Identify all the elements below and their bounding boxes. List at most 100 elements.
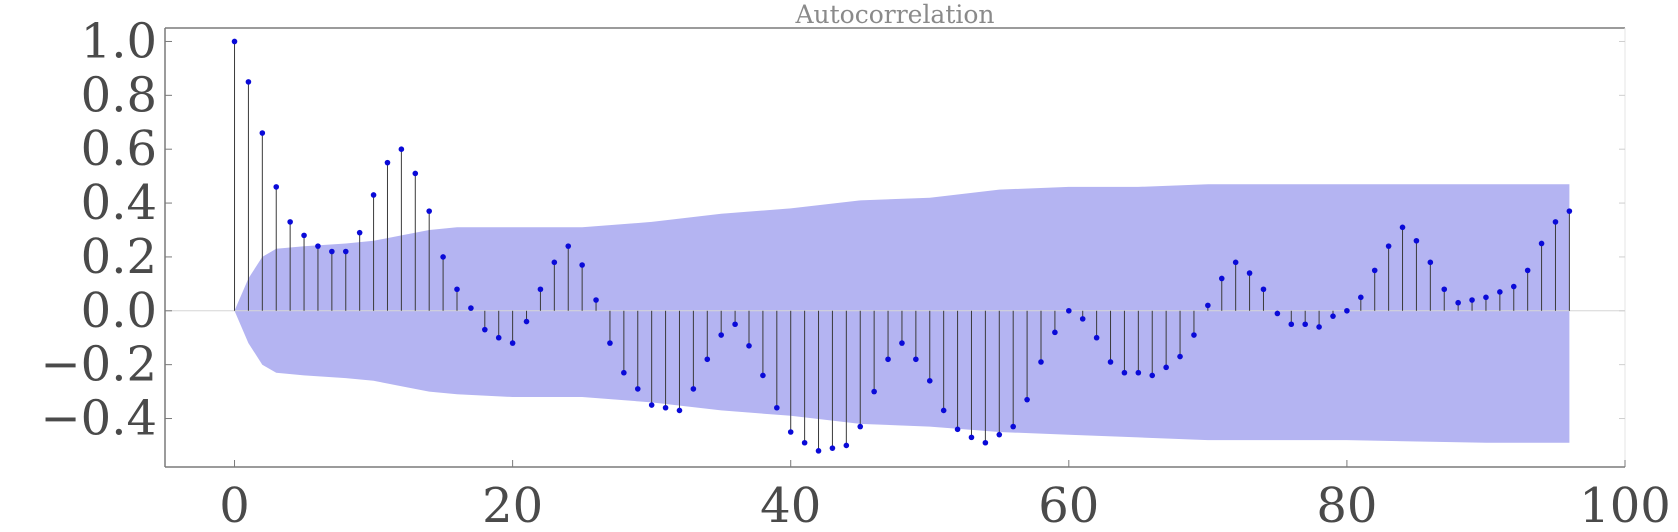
x-tick-label: 60 — [1038, 478, 1099, 532]
x-tick-label: 20 — [482, 478, 543, 532]
y-tick-label: 1.0 — [81, 13, 157, 69]
acf-point — [1510, 283, 1517, 290]
acf-point — [1121, 369, 1128, 376]
acf-point — [273, 184, 280, 190]
acf-point — [1302, 321, 1308, 328]
acf-point — [1413, 237, 1420, 244]
y-tick-label: 0.8 — [81, 67, 157, 123]
x-axis-ticks: 0 20 40 60 80 100 — [219, 460, 1671, 532]
acf-point — [1246, 270, 1253, 276]
marker-layer — [231, 38, 1573, 454]
acf-point — [913, 356, 919, 363]
acf-point — [954, 426, 961, 433]
acf-point — [1399, 224, 1406, 231]
acf-point — [1538, 240, 1545, 247]
acf-point — [982, 439, 989, 446]
acf-point — [426, 208, 432, 214]
acf-point — [1038, 359, 1044, 365]
acf-point — [412, 170, 419, 177]
acf-point — [523, 318, 530, 325]
acf-point — [329, 248, 335, 255]
x-tick-label: 0 — [219, 478, 250, 532]
acf-point — [607, 340, 613, 346]
x-tick-label: 80 — [1316, 478, 1377, 532]
acf-point — [509, 340, 516, 346]
chart-title: Autocorrelation — [794, 0, 994, 29]
acf-point — [926, 378, 933, 384]
acf-point — [593, 297, 599, 303]
acf-point — [1455, 299, 1461, 306]
y-tick-label: 0.4 — [81, 175, 157, 231]
acf-point — [662, 404, 669, 411]
acf-point — [704, 356, 711, 363]
acf-point — [537, 286, 544, 293]
acf-point — [1483, 294, 1489, 301]
acf-point — [787, 429, 794, 435]
axes-frame — [164, 27, 1626, 468]
acf-point — [1135, 369, 1142, 376]
acf-point — [482, 326, 488, 333]
acf-point — [676, 407, 683, 414]
y-tick-label: 0.0 — [81, 283, 157, 339]
acf-point — [301, 232, 307, 239]
acf-point — [718, 332, 724, 338]
acf-point — [551, 259, 558, 266]
x-tick-label: 40 — [760, 478, 821, 532]
acf-point — [829, 445, 836, 451]
acf-point — [1177, 353, 1183, 360]
acf-point — [1218, 275, 1225, 282]
acf-point — [1274, 310, 1281, 317]
acf-point — [384, 159, 391, 166]
acf-point — [1385, 243, 1392, 249]
acf-point — [468, 305, 474, 311]
x-tick-label: 100 — [1579, 478, 1671, 532]
acf-point — [579, 262, 585, 268]
acf-point — [1441, 286, 1448, 293]
acf-point — [1093, 334, 1100, 341]
acf-point — [495, 334, 502, 341]
acf-point — [1566, 208, 1573, 214]
acf-point — [454, 286, 460, 293]
acf-point — [1024, 396, 1030, 403]
acf-point — [996, 431, 1003, 438]
acf-point — [1427, 259, 1434, 266]
acf-point — [885, 356, 891, 363]
acf-point — [1232, 259, 1239, 266]
acf-point — [231, 38, 238, 45]
acf-point — [774, 404, 780, 411]
acf-point — [1330, 313, 1336, 319]
acf-point — [1524, 267, 1531, 274]
acf-point — [1371, 267, 1378, 274]
acf-point — [634, 386, 641, 392]
acf-point — [1497, 289, 1503, 295]
acf-point — [356, 229, 363, 236]
acf-point — [1469, 297, 1475, 303]
acf-point — [968, 434, 975, 441]
acf-point — [440, 254, 446, 260]
acf-point — [565, 243, 572, 249]
acf-point — [1288, 321, 1295, 328]
acf-point — [1344, 307, 1350, 314]
acf-point — [648, 402, 655, 408]
y-tick-label: 0.2 — [81, 229, 157, 285]
acf-point — [315, 243, 321, 249]
acf-point — [1552, 219, 1559, 225]
acf-point — [732, 321, 738, 328]
acf-point — [1149, 372, 1156, 379]
acf-point — [899, 340, 905, 346]
acf-point — [801, 439, 808, 446]
acf-point — [621, 369, 627, 376]
y-tick-label: −0.4 — [40, 391, 157, 447]
acf-point — [1107, 359, 1114, 365]
acf-point — [245, 79, 252, 85]
y-tick-label: 0.6 — [81, 121, 157, 177]
acf-point — [398, 146, 405, 152]
acf-point — [1010, 423, 1016, 430]
acf-point — [1079, 316, 1086, 322]
acf-point — [760, 372, 766, 379]
acf-point — [815, 448, 822, 454]
acf-point — [1205, 302, 1211, 309]
acf-point — [1191, 332, 1197, 338]
acf-point — [843, 442, 850, 449]
